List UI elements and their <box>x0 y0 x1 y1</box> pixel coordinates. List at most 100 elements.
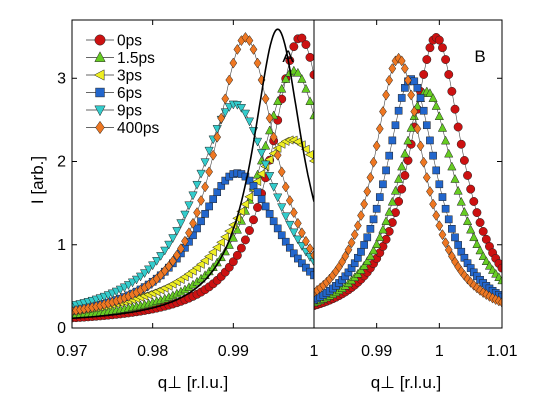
legend-item-1-5ps: 1.5ps <box>86 50 155 67</box>
panel-b-series-6ps-point <box>448 225 456 233</box>
panel-b-series-0ps-point <box>459 156 469 165</box>
panel-a-series-6ps-point <box>197 217 205 226</box>
panel-b-series-6ps-point <box>454 241 462 249</box>
panel-a-series-400ps-point <box>193 207 201 219</box>
panel-b-series-1-5ps-point <box>384 206 394 216</box>
panel-a-series-3ps-point <box>300 144 310 154</box>
panel-b-series-1-5ps-point <box>481 256 491 265</box>
panel-a-series-0ps-line <box>72 37 314 319</box>
panel-a-series-400ps-point <box>302 235 310 247</box>
x-axis-label-b: q⊥ [r.l.u.] <box>371 373 442 392</box>
panel-a-series-1-5ps-point <box>309 110 314 120</box>
panel-a-series-9ps-point <box>252 137 263 147</box>
panel-b-series-0ps-point <box>419 70 429 79</box>
panel-a-series-9ps-line <box>72 103 314 306</box>
panel-a-series-6ps-point <box>241 172 250 181</box>
panel-a-series-6ps-point <box>193 224 201 233</box>
panel-b-series-1-5ps-point <box>456 196 466 206</box>
panel-a-series-9ps-point <box>164 240 174 250</box>
panel-b-series-6ps-point <box>379 180 387 189</box>
panel-a-series-0ps-point <box>245 226 254 235</box>
panel-b-series-400ps-point <box>435 220 444 232</box>
panel-a-x-tick-label: 0.97 <box>56 343 87 360</box>
panel-b-series-6ps-point <box>413 84 422 92</box>
panel-a-series-1-5ps-point <box>301 83 311 93</box>
panel-a-series-400ps-point <box>205 166 214 178</box>
panel-b-series-0ps-point <box>472 208 482 218</box>
panel-a-series-400ps-point <box>172 249 181 261</box>
y-tick-label: 0 <box>57 320 66 337</box>
panel-b-series-1-5ps-point <box>378 224 388 234</box>
panel-b-series-6ps-point <box>394 106 403 115</box>
panel-b-series-400ps-point <box>444 244 453 256</box>
panel-b-series-0ps-point <box>456 139 466 149</box>
panel-a-series-1-5ps-point <box>305 96 314 106</box>
panel-a-series-400ps-point <box>189 217 197 229</box>
panel-a-series-9ps-point <box>260 160 271 170</box>
panel-b-series-1-5ps-point <box>381 216 391 225</box>
panel-a-series-0ps-point <box>232 250 242 260</box>
panel-b-series-1-5ps-point <box>440 135 451 145</box>
panel-a-series-0ps-point <box>301 40 311 50</box>
panel-b-series-6ps-point <box>375 193 384 201</box>
panel-a-series-9ps-point <box>293 235 303 245</box>
panel-label-a: A <box>282 47 294 66</box>
panel-b-series-0ps-point <box>444 70 454 79</box>
panel-a-series-6ps-point <box>298 259 306 268</box>
panel-b-series-1-5ps-point <box>472 239 482 248</box>
legend-marker <box>95 120 105 135</box>
panel-a-series-0ps-point <box>289 42 299 52</box>
panel-a-series-6ps-point <box>294 254 302 263</box>
panel-a-series-9ps-point <box>281 212 291 222</box>
panel-b-series-6ps-point <box>366 225 375 233</box>
panel-b-series-0ps-point <box>466 184 476 194</box>
panel-b-series-1-5ps-point <box>475 245 485 255</box>
panel-a-series-0ps-point <box>297 33 307 43</box>
panel-b-series-0ps-point <box>438 43 447 53</box>
panel-b-series-400ps-point <box>404 74 412 86</box>
panel-a-series-3ps-point <box>308 158 314 164</box>
panel-a-series-1-5ps-point <box>260 140 271 150</box>
panel-a-series-400ps-point <box>229 57 238 69</box>
panel-a-series-0ps-point <box>228 257 238 267</box>
panel-b-series-6ps-point <box>441 204 450 213</box>
panel-b-series-400ps-point <box>400 63 409 75</box>
panel-b-series-400ps-point <box>375 123 384 135</box>
panel-a-series-9ps-point <box>135 272 146 282</box>
panel-a-series-0ps-point <box>305 52 314 62</box>
panel-b-series-0ps-point <box>422 55 432 64</box>
panel-a-series-0ps-point <box>249 215 258 225</box>
panel-a-series-9ps-point <box>168 234 178 244</box>
panel-a-series-9ps-point <box>176 219 186 229</box>
panel-a-series-6ps-point <box>221 176 230 185</box>
panel-a-series-6ps-point <box>205 202 213 211</box>
legend-label: 0ps <box>117 33 142 50</box>
panel-b-series-400ps-point <box>350 229 359 241</box>
panel-b-series-1-5ps-point <box>450 174 460 183</box>
panel-a-series-400ps-point <box>293 217 302 229</box>
panel-b-series-1-5ps-point <box>397 161 407 171</box>
panel-b-series-1-5ps-point <box>362 256 372 265</box>
panel-b-series-1-5ps-point <box>447 161 457 171</box>
panel-a-x-tick-label: 0.99 <box>218 343 249 360</box>
panel-b-series-400ps-point <box>426 186 434 197</box>
panel-b-series-400ps-point <box>460 269 469 281</box>
panel-a-series-400ps-point <box>217 112 226 124</box>
panel-a-series-1-5ps-point <box>277 83 287 93</box>
panel-b-series-1-5ps-point <box>365 251 376 260</box>
panel-a-series-1-5ps-point <box>273 96 283 106</box>
panel-a-series-6ps-point <box>277 231 286 240</box>
panel-b-series-1-5ps-point <box>403 135 413 145</box>
panel-b-series-6ps-point <box>410 77 419 86</box>
panel-a-series-group <box>72 28 314 323</box>
panel-b-series-6ps-point <box>426 136 434 145</box>
panel-b-series-1-5ps-point <box>434 111 444 120</box>
panel-a-series-400ps-point <box>201 181 209 193</box>
plot-frame <box>71 19 503 329</box>
panel-b-series-400ps-point <box>498 296 502 308</box>
panel-a-series-9ps-point <box>139 269 150 279</box>
panel-a-series-400ps-point <box>213 131 222 143</box>
legend-label: 400ps <box>117 120 159 137</box>
legend-marker <box>95 87 105 98</box>
panel-a-series-400ps-point <box>281 181 290 193</box>
